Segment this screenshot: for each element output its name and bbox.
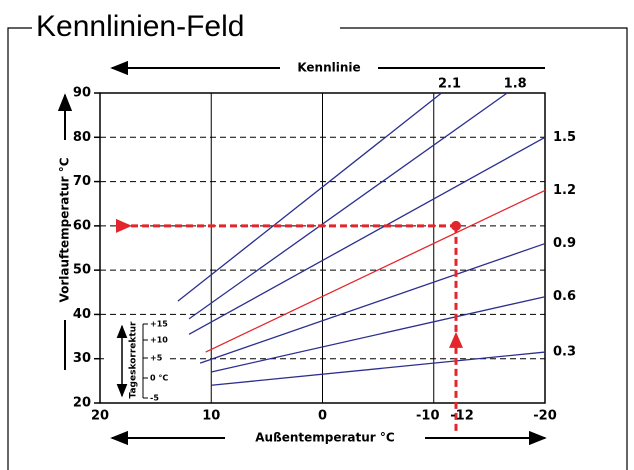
y-tick-label: 50 [73, 263, 91, 278]
x-tick-label: -10 [416, 409, 440, 424]
curve-label: 0.9 [553, 236, 576, 251]
curve-label: 2.1 [438, 77, 461, 92]
plot-frame [99, 92, 546, 404]
curve [188, 136, 546, 335]
curve-label: Kennlinie [297, 61, 360, 75]
y-tick-label: 70 [73, 174, 91, 189]
y-tick-label: 40 [73, 307, 91, 322]
chart-title: Kennlinien-Feld [36, 10, 244, 43]
y-tick-label: 80 [73, 130, 91, 145]
y-tick-label: 20 [73, 396, 91, 411]
x-axis-label: Außentemperatur °C [255, 431, 395, 445]
curve-label: 1.5 [553, 130, 576, 145]
inset-bg [104, 318, 170, 402]
marker-point [451, 220, 461, 231]
curve-label: 0.3 [553, 345, 576, 360]
y-axis-label: Vorlauftemperatur °C [58, 157, 72, 302]
x-tick-label: 20 [91, 409, 109, 424]
y-tick-label: 30 [73, 351, 91, 366]
x-tick-label: -20 [533, 409, 557, 424]
y-tick-label: 90 [73, 86, 91, 101]
inset-title: Tageskorrektur [129, 321, 139, 399]
curve-label: 1.8 [504, 77, 527, 92]
x-tick-label: -12 [450, 409, 474, 424]
curve [211, 296, 546, 373]
curve-label: 0.6 [553, 289, 576, 304]
curve-label: 1.2 [553, 183, 576, 198]
inset-label: +5 [150, 354, 163, 363]
curve [205, 189, 546, 353]
curve [199, 242, 546, 364]
inset-label: +10 [150, 336, 168, 345]
inset-label: +15 [150, 320, 168, 329]
curve [211, 351, 546, 386]
x-tick-label: 10 [202, 409, 220, 424]
inset-label: -5 [150, 394, 159, 403]
y-tick-label: 60 [73, 218, 91, 233]
inset-label: 0 °C [150, 374, 168, 383]
curve [177, 92, 442, 302]
curve [188, 92, 508, 320]
frame [7, 27, 628, 470]
marker-h-arrow [116, 218, 132, 233]
x-tick-label: 0 [318, 409, 327, 424]
marker-v-arrow [449, 331, 463, 348]
